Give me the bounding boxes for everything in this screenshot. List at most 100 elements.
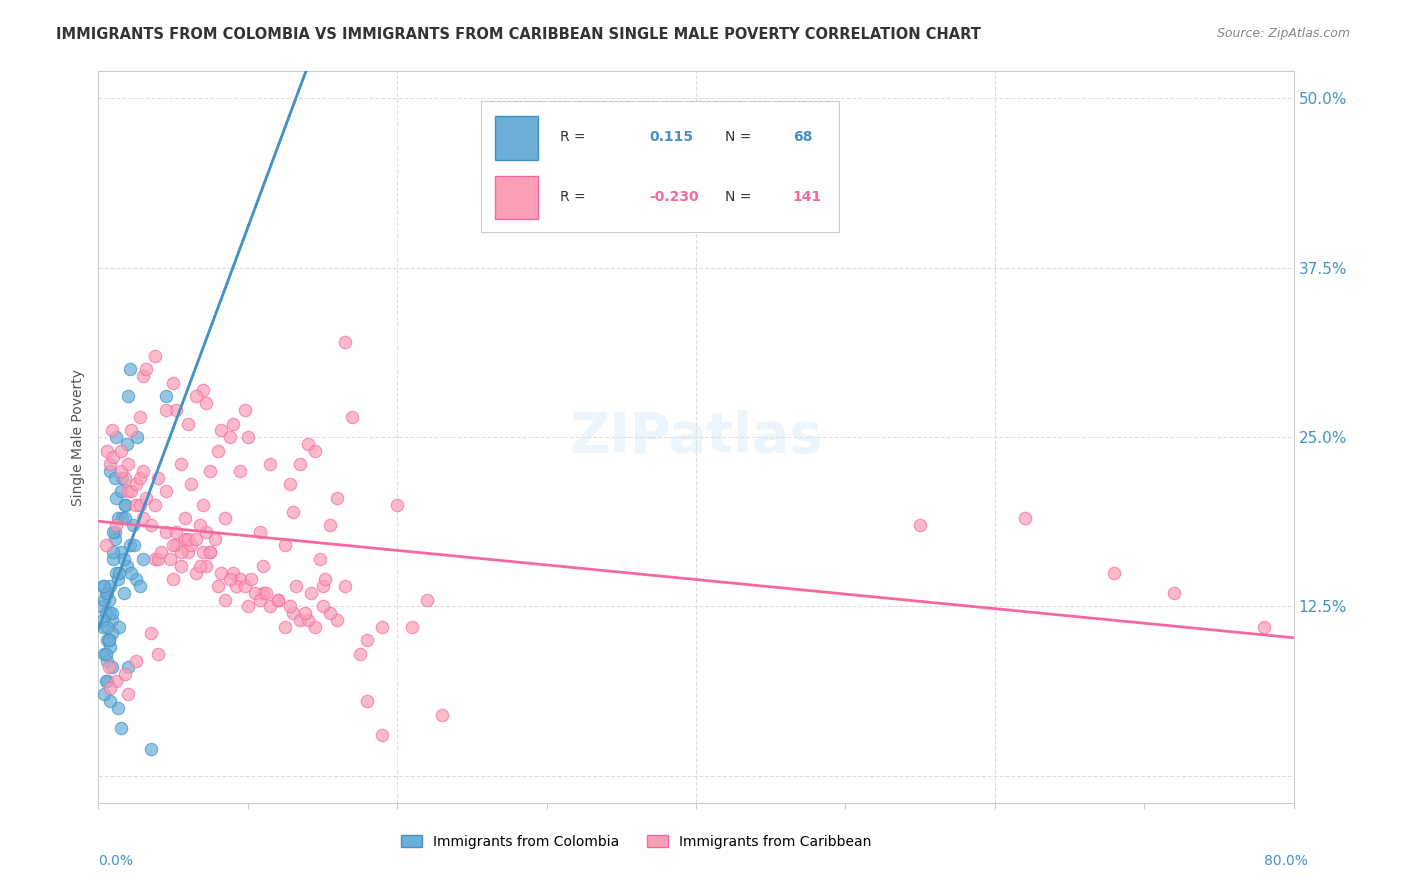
Point (125, 477, 148, 491)
Point (356, 694, 378, 708)
Point (148, 647, 170, 661)
Point (236, 430, 259, 444)
Point (191, 545, 214, 559)
Point (174, 511, 197, 525)
Point (191, 498, 214, 512)
Point (129, 471, 152, 485)
Point (94, 606, 117, 620)
Point (252, 558, 274, 573)
Text: Source: ZipAtlas.com: Source: ZipAtlas.com (1216, 27, 1350, 40)
Point (93, 592, 115, 607)
Point (245, 586, 267, 600)
Point (908, 518, 931, 533)
Point (104, 524, 127, 539)
Point (107, 701, 129, 715)
Point (110, 464, 132, 478)
Point (207, 579, 229, 593)
Point (96, 673, 118, 688)
Point (299, 586, 322, 600)
Point (125, 572, 148, 586)
Point (98, 694, 122, 708)
Point (94, 673, 117, 688)
Point (93, 647, 115, 661)
Point (155, 524, 177, 539)
Point (249, 592, 271, 607)
Point (177, 545, 200, 559)
Point (308, 552, 330, 566)
Point (93, 579, 115, 593)
Point (222, 417, 245, 431)
Text: ZIPatlas: ZIPatlas (569, 410, 823, 464)
Point (288, 613, 311, 627)
Point (304, 620, 326, 634)
Point (97, 633, 120, 648)
Point (132, 552, 155, 566)
Point (117, 484, 139, 499)
Point (177, 417, 200, 431)
Point (117, 660, 139, 674)
Point (169, 457, 191, 471)
Point (105, 491, 128, 505)
Point (111, 471, 134, 485)
Point (96, 620, 118, 634)
Point (110, 545, 132, 559)
Point (278, 477, 301, 491)
Point (110, 721, 132, 735)
Point (214, 511, 236, 525)
Point (184, 389, 207, 403)
Point (103, 450, 125, 465)
Point (105, 673, 128, 688)
Text: 80.0%: 80.0% (1264, 855, 1308, 868)
Text: 0.0%: 0.0% (98, 855, 134, 868)
Point (98, 579, 122, 593)
Point (139, 741, 162, 756)
Point (155, 484, 177, 499)
Point (98, 464, 122, 478)
Point (148, 552, 170, 566)
Point (233, 403, 256, 417)
Point (129, 579, 152, 593)
Point (233, 579, 256, 593)
Point (111, 511, 134, 525)
Point (252, 586, 274, 600)
Point (124, 538, 146, 552)
Point (132, 369, 155, 384)
Point (200, 545, 222, 559)
Point (91, 620, 114, 634)
Point (177, 532, 200, 546)
Point (342, 409, 364, 424)
Point (139, 626, 162, 640)
Point (127, 430, 149, 444)
Point (114, 498, 136, 512)
Point (297, 437, 319, 451)
Point (114, 511, 136, 525)
Point (118, 538, 141, 552)
Point (101, 626, 124, 640)
Point (115, 437, 138, 451)
Point (162, 376, 184, 390)
Point (169, 545, 191, 559)
Point (222, 566, 245, 580)
Point (101, 423, 124, 437)
Point (162, 538, 184, 552)
Point (143, 552, 166, 566)
Point (104, 532, 127, 546)
Point (1104, 566, 1126, 580)
Point (125, 498, 148, 512)
Point (209, 423, 232, 437)
Point (97, 633, 120, 648)
Point (159, 552, 181, 566)
Point (188, 518, 211, 533)
Point (356, 633, 378, 648)
Point (319, 518, 342, 533)
Point (274, 620, 297, 634)
Point (143, 498, 166, 512)
Point (91, 579, 114, 593)
Point (165, 538, 187, 552)
Point (333, 335, 356, 350)
Point (1014, 511, 1036, 525)
Point (129, 409, 152, 424)
Point (117, 457, 139, 471)
Point (249, 524, 271, 539)
Point (311, 579, 333, 593)
